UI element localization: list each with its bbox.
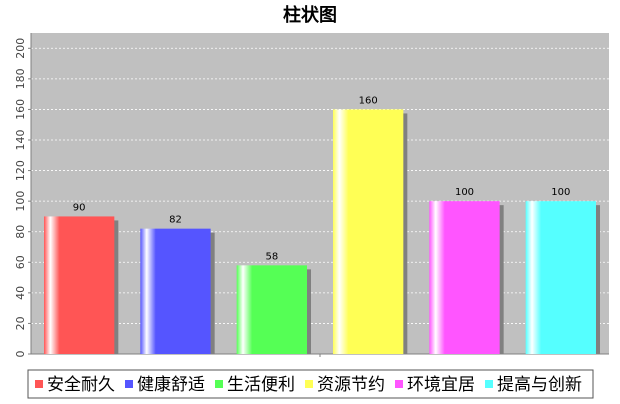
bar [44, 216, 115, 354]
legend-swatch [395, 380, 403, 388]
y-tick-label: 60 [14, 255, 27, 269]
bar-value-label: 100 [551, 187, 570, 198]
legend-label: 安全耐久 [47, 375, 115, 395]
legend-swatch [35, 380, 43, 388]
legend-label: 生活便利 [227, 375, 295, 395]
legend-swatch [305, 380, 313, 388]
bar-value-label: 90 [73, 202, 86, 213]
y-tick-label: 160 [14, 99, 27, 120]
bar [333, 109, 404, 354]
bar [140, 228, 211, 354]
legend-label: 资源节约 [317, 375, 385, 395]
bar-value-label: 58 [265, 251, 278, 262]
legend-label: 提高与创新 [497, 375, 582, 395]
plot-area: 0 20 40 60 80 100 120 140 160 180 200 90 82 58 160 100 1… [14, 33, 609, 358]
bar-value-label: 82 [169, 215, 182, 226]
plot-background [31, 33, 609, 354]
bar [429, 201, 500, 354]
y-tick-label: 80 [14, 225, 27, 239]
bar [525, 201, 596, 354]
bar [236, 265, 307, 354]
y-tick-label: 0 [14, 351, 27, 358]
y-tick-label: 140 [14, 130, 27, 151]
y-tick-label: 200 [14, 38, 27, 59]
y-tick-label: 120 [14, 160, 27, 181]
bar-value-label: 160 [359, 95, 378, 106]
legend-label: 健康舒适 [137, 375, 205, 395]
chart-title: 柱状图 [283, 4, 337, 26]
legend: 安全耐久 健康舒适 生活便利 资源节约 环境宜居 提高与创新 [27, 369, 594, 399]
y-tick-label: 100 [14, 191, 27, 212]
y-tick-label: 180 [14, 68, 27, 89]
legend-swatch [215, 380, 223, 388]
legend-swatch [125, 380, 133, 388]
y-tick-label: 20 [14, 316, 27, 330]
bar-value-label: 100 [455, 187, 474, 198]
y-tick-label: 40 [14, 286, 27, 300]
legend-label: 环境宜居 [407, 375, 475, 395]
legend-swatch [485, 380, 493, 388]
